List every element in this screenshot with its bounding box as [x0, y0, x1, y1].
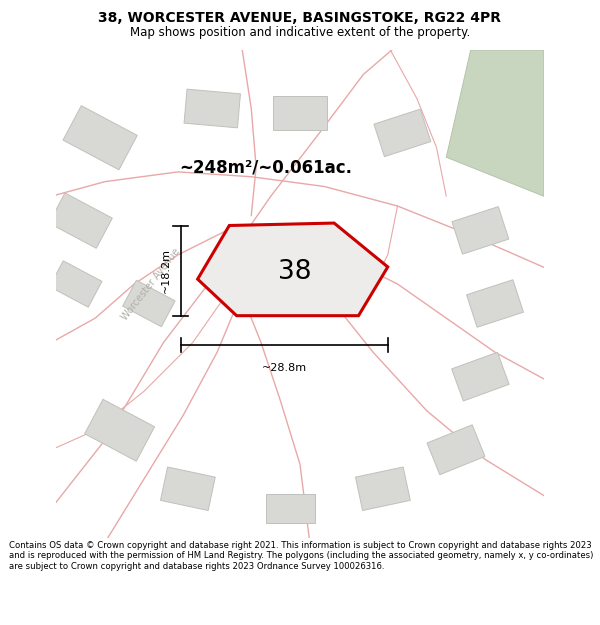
Text: 38, WORCESTER AVENUE, BASINGSTOKE, RG22 4PR: 38, WORCESTER AVENUE, BASINGSTOKE, RG22 …	[98, 11, 502, 25]
Polygon shape	[197, 223, 388, 316]
Text: 38: 38	[278, 259, 312, 285]
Polygon shape	[427, 425, 485, 475]
Polygon shape	[467, 280, 523, 328]
Polygon shape	[184, 89, 241, 128]
Polygon shape	[374, 109, 431, 157]
Polygon shape	[50, 261, 102, 308]
Polygon shape	[266, 494, 314, 523]
Text: ~248m²/~0.061ac.: ~248m²/~0.061ac.	[179, 158, 352, 176]
Text: Map shows position and indicative extent of the property.: Map shows position and indicative extent…	[130, 26, 470, 39]
Polygon shape	[273, 96, 327, 131]
Text: ~18.2m: ~18.2m	[161, 248, 171, 293]
Polygon shape	[281, 264, 329, 304]
Polygon shape	[452, 207, 509, 254]
Text: Worcester Avenue: Worcester Avenue	[120, 246, 182, 322]
Polygon shape	[49, 193, 112, 248]
Polygon shape	[452, 352, 509, 401]
Polygon shape	[122, 280, 175, 327]
Text: ~28.8m: ~28.8m	[262, 363, 307, 373]
Polygon shape	[355, 467, 410, 511]
Polygon shape	[446, 50, 544, 196]
Polygon shape	[85, 399, 155, 461]
Polygon shape	[160, 467, 215, 511]
Text: Contains OS data © Crown copyright and database right 2021. This information is : Contains OS data © Crown copyright and d…	[9, 541, 593, 571]
Polygon shape	[63, 106, 137, 170]
